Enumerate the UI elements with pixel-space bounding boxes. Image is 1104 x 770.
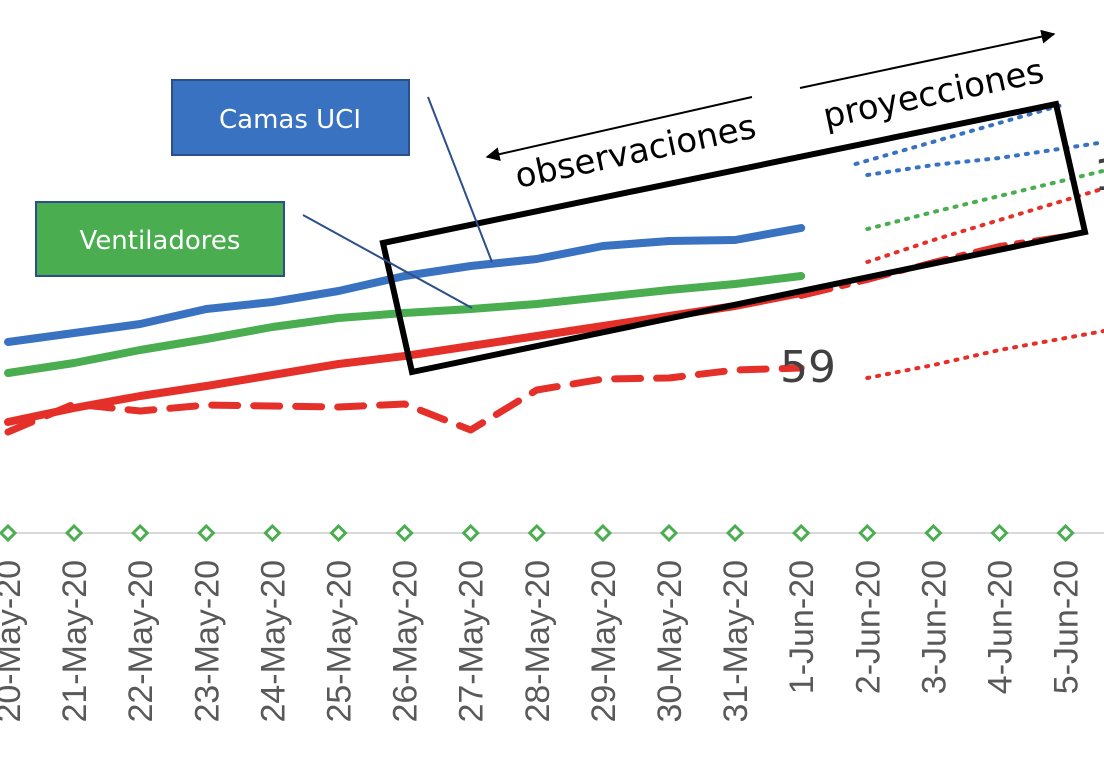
axis-marker	[990, 523, 1009, 543]
x-tick-label: 24-May-20	[254, 560, 292, 723]
series-camas-proj	[865, 140, 1104, 177]
series-camas	[4, 224, 806, 346]
axis-marker	[725, 523, 745, 543]
x-tick-label: 23-May-20	[188, 560, 226, 723]
axis-marker	[792, 523, 811, 543]
observations-arrow	[485, 96, 753, 162]
axis-marker	[64, 523, 84, 543]
axis-marker	[593, 523, 613, 543]
legend-camas-uci-box	[171, 79, 410, 156]
ventiladores-leader-line	[302, 214, 473, 309]
highlight-box	[379, 100, 1089, 376]
x-tick-label: 3-Jun-20	[915, 560, 953, 694]
legend-ventiladores: Ventiladores	[35, 201, 285, 277]
projections-arrow	[799, 29, 1056, 89]
value-label-59: 59	[780, 342, 836, 393]
x-tick-label: 28-May-20	[519, 560, 557, 723]
series-red-dashed	[4, 364, 805, 436]
axis-marker	[659, 523, 679, 543]
x-tick-label: 20-May-20	[0, 560, 28, 723]
axis-marker	[1056, 523, 1075, 543]
x-tick-label: 22-May-20	[122, 560, 160, 723]
axis-marker	[924, 523, 943, 543]
legend-camas-uci: Camas UCI	[171, 79, 410, 156]
legend-ventiladores-label: Ventiladores	[80, 226, 241, 256]
axis-marker	[527, 523, 546, 543]
observations-label: observaciones	[512, 107, 760, 197]
x-tick-label: 4-Jun-20	[982, 560, 1020, 694]
x-tick-label: 29-May-20	[585, 560, 623, 723]
x-tick-label: 31-May-20	[717, 560, 755, 723]
axis-marker	[131, 523, 150, 543]
x-tick-label: 2-Jun-20	[849, 560, 887, 694]
legend-camas-uci-label: Camas UCI	[219, 105, 361, 135]
axis-marker	[0, 523, 18, 543]
axis-marker	[329, 523, 348, 543]
x-tick-label: 5-Jun-20	[1048, 560, 1086, 694]
tick-labels: 20-May-20 21-May-20 22-May-20 23-May-20 24-M…	[0, 560, 1086, 723]
x-tick-label: 25-May-20	[321, 560, 359, 723]
value-label-1: 1	[1094, 150, 1104, 201]
camas-leader-line	[427, 96, 493, 263]
axis-marker	[395, 523, 414, 543]
series-camas-proj-upper	[853, 102, 1068, 166]
series-ventiladores	[4, 272, 806, 377]
axis-marker	[461, 523, 480, 543]
axis-marker	[197, 523, 216, 543]
x-tick-label: 21-May-20	[56, 560, 94, 723]
x-tick-label: 30-May-20	[651, 560, 689, 723]
x-tick-label: 27-May-20	[453, 560, 491, 723]
legend-ventiladores-box	[35, 201, 285, 277]
projections-label: proyecciones	[820, 51, 1048, 137]
marker-layer	[0, 523, 1075, 543]
axis-marker	[263, 523, 282, 543]
series-red-proj-low	[865, 329, 1104, 380]
x-tick-label: 1-Jun-20	[783, 560, 821, 694]
axis-marker	[858, 523, 877, 543]
x-tick-label: 26-May-20	[387, 560, 425, 723]
